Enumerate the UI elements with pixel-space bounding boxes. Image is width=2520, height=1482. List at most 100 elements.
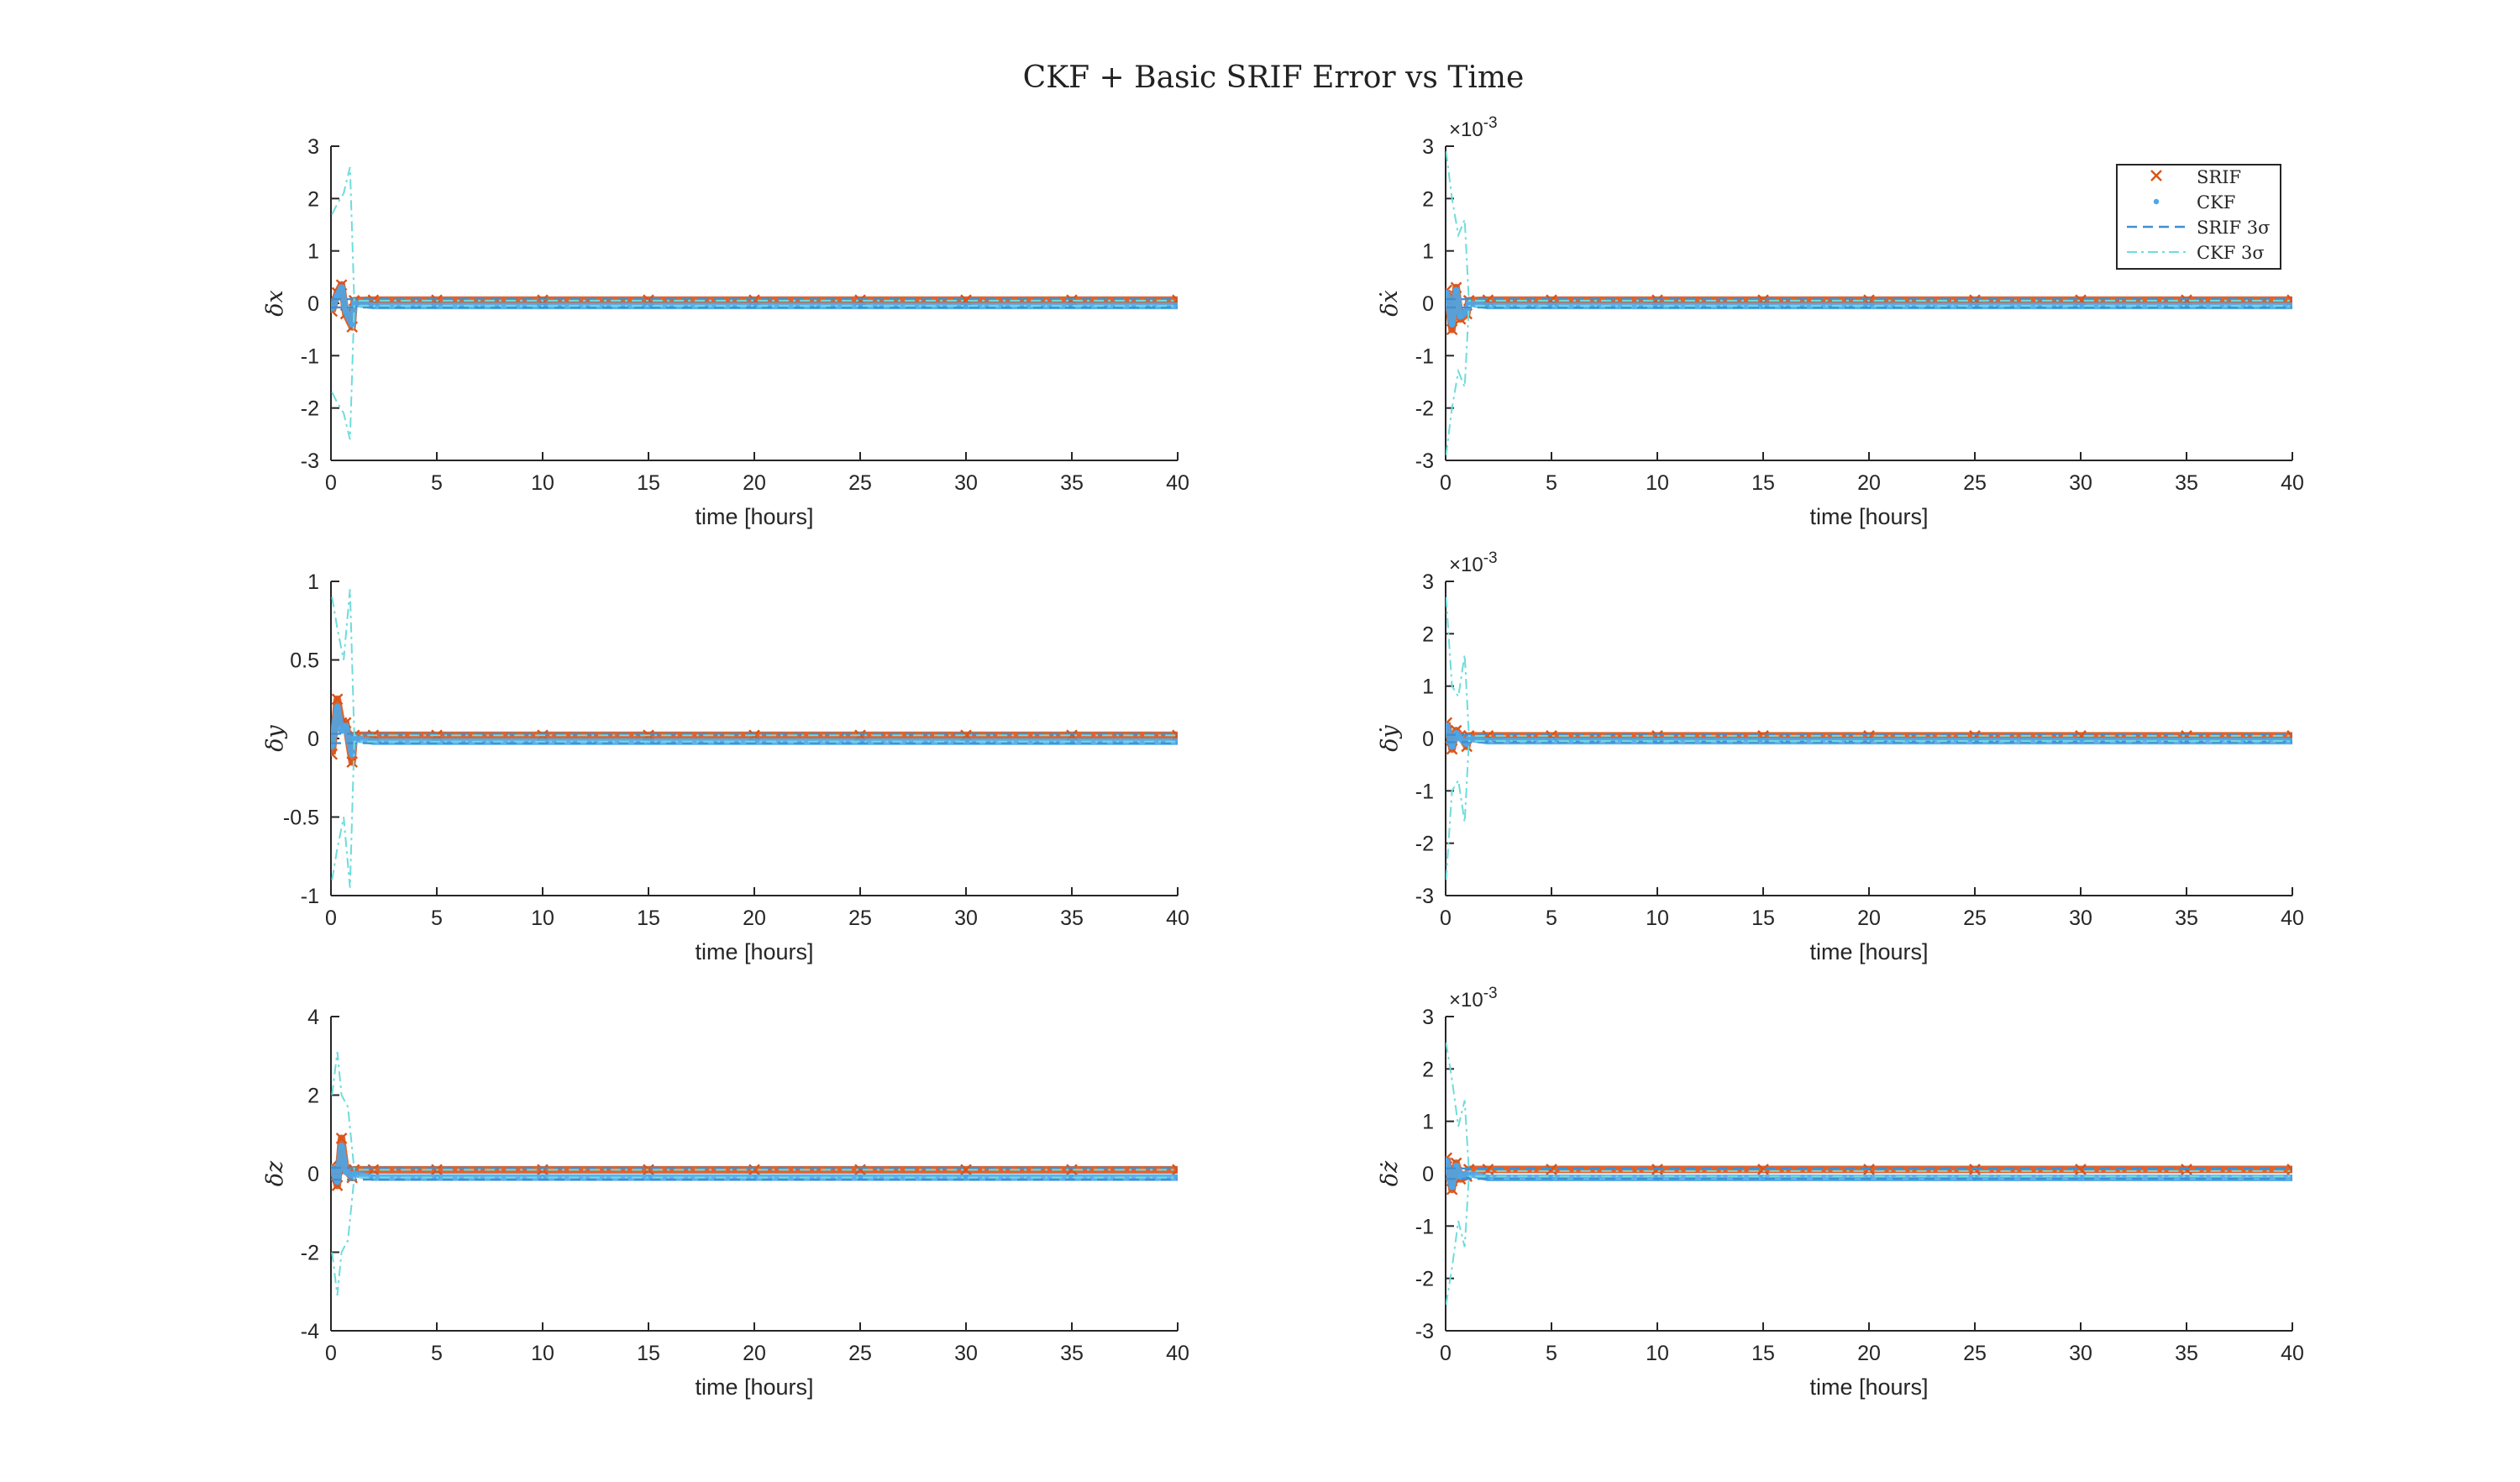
y-tick-label: -2 bbox=[301, 397, 319, 421]
x-tick-label: 20 bbox=[1857, 471, 1881, 495]
y-tick-label: 2 bbox=[1422, 1058, 1434, 1081]
x-tick-label: 15 bbox=[1751, 471, 1775, 495]
x-tick-label: 10 bbox=[1646, 1342, 1669, 1365]
x-tick-label: 0 bbox=[325, 471, 337, 495]
ckf-point bbox=[339, 284, 345, 291]
srif-point bbox=[748, 1164, 760, 1176]
ckf-point bbox=[349, 321, 355, 328]
x-tick-label: 10 bbox=[531, 1342, 554, 1365]
ckf-point bbox=[1466, 1170, 1473, 1177]
ckf-point bbox=[339, 728, 345, 734]
y-tick-label: 4 bbox=[307, 1006, 319, 1029]
y-tick-label: 2 bbox=[307, 187, 319, 211]
y-tick-label: 1 bbox=[307, 570, 319, 594]
ckf-point bbox=[2077, 738, 2084, 744]
y-axis-label: δz bbox=[262, 1160, 288, 1186]
axis-exponent-label: ×10-3 bbox=[1449, 985, 1498, 1012]
srif-point bbox=[2181, 1164, 2192, 1175]
ckf-point bbox=[351, 300, 358, 307]
x-axis-label: time [hours] bbox=[695, 1374, 813, 1400]
srif-point bbox=[331, 748, 339, 760]
ckf-point bbox=[2077, 302, 2084, 309]
y-tick-label: 1 bbox=[1422, 240, 1434, 264]
subplot-5: 0 5 10 15 20 25 30 35 40 -4 -2 0 2 4 time [hours] δz bbox=[262, 1006, 1189, 1400]
y-tick-label: -1 bbox=[1415, 344, 1434, 368]
plot-area bbox=[1446, 596, 2292, 880]
x-tick-label: 30 bbox=[2069, 471, 2092, 495]
subplot-3: 0 5 10 15 20 25 30 35 40 -1 -0.5 0 0.5 1 time [hours] δ… bbox=[262, 570, 1189, 964]
x-tick-label: 25 bbox=[1963, 471, 1987, 495]
plot-area bbox=[331, 166, 1178, 440]
x-tick-label: 35 bbox=[2175, 907, 2198, 930]
y-tick-label: -3 bbox=[1415, 1320, 1434, 1343]
x-tick-label: 10 bbox=[1646, 471, 1669, 495]
srif-point bbox=[854, 1164, 866, 1176]
x-tick-label: 5 bbox=[1546, 471, 1557, 495]
x-tick-label: 10 bbox=[531, 471, 554, 495]
srif-point bbox=[2286, 1164, 2292, 1175]
subplot-1: 0 5 10 15 20 25 30 35 40 -3 -2 -1 0 1 2 3 time [hours] δx bbox=[262, 135, 1189, 529]
x-axis-label: time [hours] bbox=[1809, 504, 1928, 529]
x-tick-label: 30 bbox=[954, 907, 978, 930]
ckf-point bbox=[1457, 735, 1464, 742]
srif-point bbox=[1172, 1164, 1178, 1176]
subplot-6: 0 5 10 15 20 25 30 35 40 -3 -2 -1 0 1 2 3 ×10-3 time [hou… bbox=[1377, 985, 2304, 1400]
x-tick-label: 35 bbox=[2175, 471, 2198, 495]
y-tick-label: 1 bbox=[307, 240, 319, 264]
ckf-point bbox=[351, 735, 358, 742]
srif-point bbox=[1757, 1164, 1769, 1175]
x-tick-label: 40 bbox=[2281, 907, 2304, 930]
x-tick-label: 40 bbox=[1166, 1342, 1189, 1365]
series-bound-upper bbox=[1446, 1043, 2292, 1172]
ckf-point bbox=[334, 704, 341, 711]
y-axis-label: δy bbox=[262, 725, 288, 752]
series-bound-lower bbox=[331, 1176, 1178, 1296]
x-tick-label: 40 bbox=[2281, 471, 2304, 495]
ckf-point bbox=[1466, 735, 1473, 742]
x-tick-label: 20 bbox=[743, 907, 766, 930]
legend-entry-srif: SRIF bbox=[2150, 167, 2241, 187]
ckf-point bbox=[1453, 1163, 1460, 1169]
y-tick-label: 2 bbox=[1422, 187, 1434, 211]
x-tick-label: 25 bbox=[848, 471, 872, 495]
x-tick-label: 35 bbox=[1060, 907, 1084, 930]
x-tick-label: 0 bbox=[1440, 907, 1452, 930]
series-bound-lower bbox=[331, 305, 1178, 440]
y-tick-label: 3 bbox=[1422, 570, 1434, 594]
ckf-point bbox=[343, 307, 349, 314]
x-tick-label: 15 bbox=[637, 907, 660, 930]
x-axis-label: time [hours] bbox=[1809, 1374, 1928, 1400]
x-tick-label: 15 bbox=[637, 1342, 660, 1365]
x-tick-label: 35 bbox=[1060, 471, 1084, 495]
ckf-point bbox=[963, 302, 969, 309]
legend-box bbox=[2116, 164, 2281, 270]
ckf-point bbox=[1446, 722, 1450, 728]
srif-point bbox=[1651, 1164, 1663, 1175]
x-tick-label: 20 bbox=[1857, 907, 1881, 930]
ckf-point bbox=[331, 743, 335, 749]
axis-exponent-label: ×10-3 bbox=[1449, 114, 1498, 141]
x-tick-label: 30 bbox=[2069, 1342, 2092, 1365]
axis-exponent-label: ×10-3 bbox=[1449, 549, 1498, 576]
x-tick-label: 25 bbox=[848, 907, 872, 930]
ckf-point bbox=[351, 1170, 358, 1177]
srif-point bbox=[1482, 1164, 1494, 1175]
srif-point bbox=[346, 756, 359, 768]
legend-entry-srif-3sigma: SRIF 3σ bbox=[2127, 218, 2270, 238]
series-bound-lower bbox=[1446, 305, 2292, 455]
ckf-point bbox=[1446, 1157, 1450, 1164]
series-bound-upper bbox=[1446, 151, 2292, 302]
x-tick-label: 15 bbox=[1751, 907, 1775, 930]
plot-area bbox=[331, 1051, 1178, 1296]
plot-area bbox=[331, 589, 1178, 888]
x-tick-label: 20 bbox=[743, 471, 766, 495]
x-tick-label: 0 bbox=[1440, 1342, 1452, 1365]
x-tick-label: 0 bbox=[325, 907, 337, 930]
ckf-point bbox=[1446, 290, 1450, 297]
ckf-point bbox=[334, 292, 341, 299]
x-tick-label: 10 bbox=[1646, 907, 1669, 930]
x-axis-label: time [hours] bbox=[695, 939, 813, 964]
ckf-point bbox=[1449, 743, 1456, 749]
ckf-point bbox=[1449, 1184, 1456, 1190]
legend: SRIF CKF SRIF 3σ CKF 3σ bbox=[2116, 164, 2281, 270]
